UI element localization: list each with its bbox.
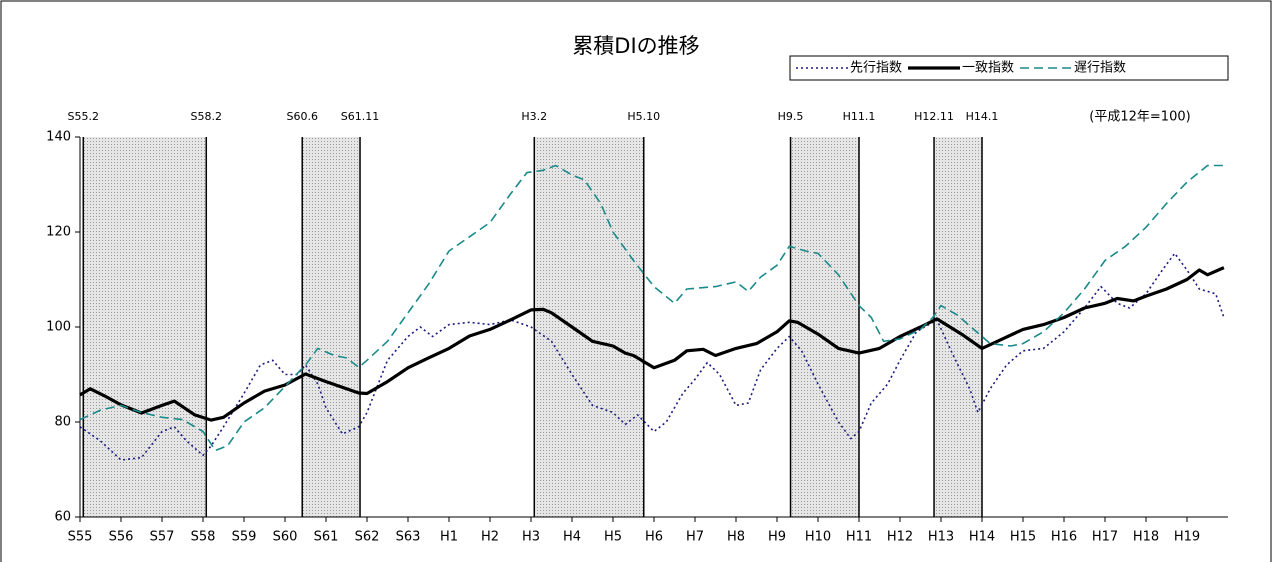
y-tick-label: 60	[54, 510, 71, 525]
period-label: S58.2	[191, 110, 222, 123]
x-tick-label: H12	[887, 530, 913, 545]
period-label: S55.2	[68, 110, 99, 123]
series-line	[79, 164, 1224, 452]
period-label: S61.11	[341, 110, 379, 123]
x-tick-label: H18	[1133, 530, 1159, 545]
period-label: H11.1	[843, 110, 876, 123]
x-tick-label: H15	[1010, 530, 1036, 545]
x-tick-label: H9	[768, 530, 786, 545]
period-label: H5.10	[627, 110, 660, 123]
x-tick-label: S60	[273, 530, 298, 545]
period-shade	[790, 137, 859, 517]
legend-label: 先行指数	[850, 61, 902, 76]
x-tick-label: S62	[355, 530, 380, 545]
legend-label: 遅行指数	[1074, 61, 1126, 76]
period-label: H3.2	[521, 110, 547, 123]
legend-box	[789, 55, 1229, 81]
x-tick-label: H3	[522, 530, 540, 545]
x-tick-label: H1	[440, 530, 458, 545]
period-label: H12.11	[914, 110, 954, 123]
x-tick-label: S59	[232, 530, 257, 545]
x-tick-label: H14	[969, 530, 995, 545]
x-tick-label: H17	[1092, 530, 1118, 545]
x-tick-label: H7	[686, 530, 704, 545]
x-tick-label: H10	[805, 530, 831, 545]
x-tick-label: H5	[604, 530, 622, 545]
x-tick-label: S56	[109, 530, 134, 545]
x-tick-label: H8	[727, 530, 745, 545]
x-tick-label: H11	[846, 530, 872, 545]
x-tick-label: H6	[645, 530, 663, 545]
period-shade	[302, 137, 361, 517]
note: (平成12年=100)	[1089, 110, 1190, 125]
period-shade	[83, 137, 207, 517]
period-label: H9.5	[778, 110, 804, 123]
x-tick-label: H19	[1174, 530, 1200, 545]
x-tick-label: H16	[1051, 530, 1077, 545]
x-tick-label: S58	[191, 530, 216, 545]
y-tick-label: 80	[54, 415, 71, 430]
x-tick-label: S55	[68, 530, 93, 545]
x-tick-label: S63	[396, 530, 421, 545]
x-tick-label: H13	[928, 530, 954, 545]
series-line	[79, 252, 1225, 461]
y-tick-label: 100	[46, 320, 71, 335]
period-label: S60.6	[286, 110, 317, 123]
period-shade	[534, 137, 644, 517]
period-shade	[934, 137, 982, 517]
legend-label: 一致指数	[962, 61, 1014, 76]
chart-title: 累積DIの推移	[572, 34, 699, 58]
series-line	[79, 266, 1225, 422]
x-tick-label: H2	[481, 530, 499, 545]
period-label: H14.1	[966, 110, 999, 123]
x-tick-label: S61	[314, 530, 339, 545]
y-tick-label: 120	[46, 225, 71, 240]
x-tick-label: H4	[563, 530, 581, 545]
y-tick-label: 140	[46, 130, 71, 145]
x-tick-label: S57	[150, 530, 175, 545]
